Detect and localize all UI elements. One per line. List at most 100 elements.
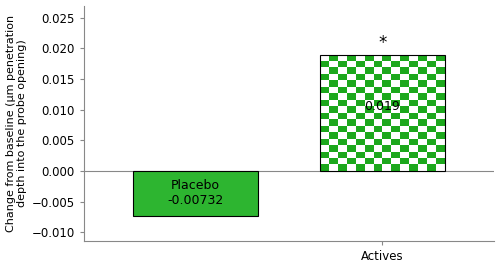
Bar	[436, 87, 444, 93]
Bar	[347, 158, 356, 165]
Bar	[418, 74, 427, 80]
Bar	[356, 87, 364, 93]
Bar	[400, 106, 409, 113]
Bar	[364, 151, 374, 158]
Bar	[427, 151, 436, 158]
Bar	[400, 93, 409, 100]
Bar	[364, 139, 374, 145]
Bar	[418, 158, 427, 165]
Bar	[338, 158, 347, 165]
Bar	[347, 100, 356, 106]
Bar	[356, 61, 364, 68]
Bar	[356, 74, 364, 80]
Y-axis label: Change from baseline (μm penetration
depth into the probe opening): Change from baseline (μm penetration dep…	[6, 15, 27, 232]
Bar	[427, 139, 436, 145]
Bar	[338, 119, 347, 126]
Bar	[347, 145, 356, 151]
Bar	[427, 100, 436, 106]
Bar	[329, 151, 338, 158]
Bar	[392, 80, 400, 87]
Bar	[320, 74, 329, 80]
Bar	[347, 106, 356, 113]
Bar	[409, 93, 418, 100]
Bar	[400, 145, 409, 151]
Bar	[329, 158, 338, 165]
Bar	[427, 126, 436, 132]
Bar	[338, 80, 347, 87]
Bar	[436, 68, 444, 74]
Bar	[392, 165, 400, 171]
Bar	[338, 139, 347, 145]
Bar	[409, 74, 418, 80]
Bar	[320, 119, 329, 126]
Bar	[320, 100, 329, 106]
Bar	[338, 74, 347, 80]
Bar	[374, 106, 382, 113]
Bar	[338, 93, 347, 100]
Bar	[382, 100, 392, 106]
Bar	[382, 61, 392, 68]
Bar	[356, 55, 364, 61]
Bar	[320, 87, 329, 93]
Bar	[400, 68, 409, 74]
Bar	[427, 80, 436, 87]
Bar	[418, 126, 427, 132]
Bar	[374, 55, 382, 61]
Bar	[436, 80, 444, 87]
Bar	[320, 61, 329, 68]
Bar	[374, 139, 382, 145]
Bar	[320, 68, 329, 74]
Bar	[392, 61, 400, 68]
Bar	[418, 113, 427, 119]
Bar	[364, 93, 374, 100]
Bar	[418, 106, 427, 113]
Bar	[436, 119, 444, 126]
Bar	[427, 145, 436, 151]
Bar	[364, 87, 374, 93]
Bar	[356, 126, 364, 132]
Bar	[382, 113, 392, 119]
Bar	[329, 126, 338, 132]
Bar	[356, 80, 364, 87]
Bar	[418, 151, 427, 158]
Bar	[392, 126, 400, 132]
Bar	[400, 87, 409, 93]
Bar	[374, 68, 382, 74]
Bar	[320, 158, 329, 165]
Bar	[418, 132, 427, 139]
Bar	[338, 61, 347, 68]
Bar	[347, 165, 356, 171]
Bar	[427, 113, 436, 119]
Bar	[364, 119, 374, 126]
Bar	[374, 119, 382, 126]
Bar	[436, 165, 444, 171]
Bar	[409, 68, 418, 74]
Bar	[347, 68, 356, 74]
Bar	[356, 106, 364, 113]
Bar	[364, 165, 374, 171]
Bar	[329, 74, 338, 80]
Bar	[392, 93, 400, 100]
Bar	[400, 139, 409, 145]
Bar	[356, 158, 364, 165]
Bar	[400, 158, 409, 165]
Bar	[400, 80, 409, 87]
Bar	[364, 68, 374, 74]
Bar	[418, 55, 427, 61]
Bar	[418, 80, 427, 87]
Bar	[320, 55, 329, 61]
Bar	[364, 126, 374, 132]
Bar	[374, 151, 382, 158]
Bar	[400, 55, 409, 61]
Bar	[392, 145, 400, 151]
Bar	[418, 100, 427, 106]
Bar	[400, 151, 409, 158]
Bar	[400, 113, 409, 119]
Bar	[364, 100, 374, 106]
Bar	[364, 132, 374, 139]
Bar	[374, 145, 382, 151]
Bar	[329, 68, 338, 74]
Bar	[400, 74, 409, 80]
Bar	[329, 100, 338, 106]
Bar	[374, 100, 382, 106]
